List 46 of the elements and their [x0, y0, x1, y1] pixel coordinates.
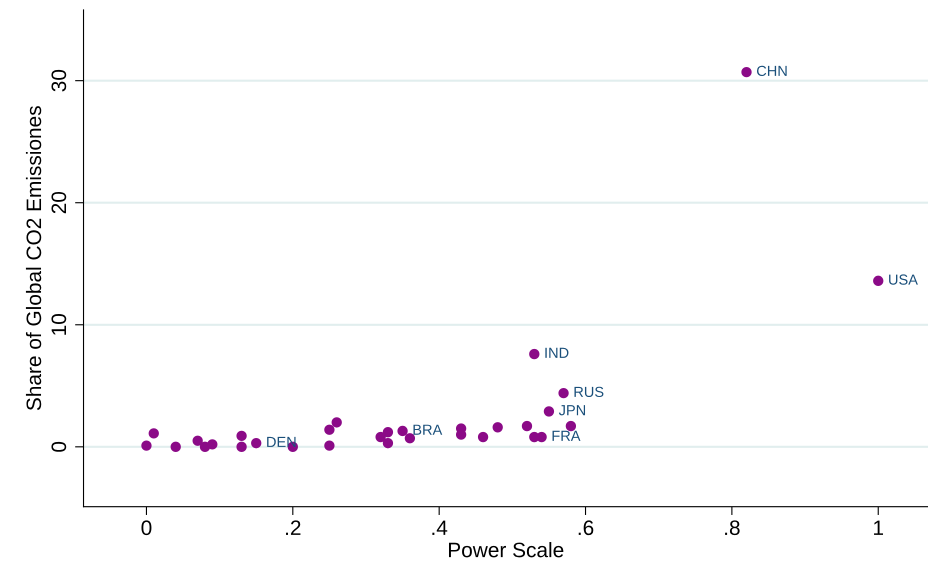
data-label: IND: [545, 348, 568, 358]
point: [522, 420, 532, 432]
point: [544, 406, 554, 417]
point: [397, 426, 408, 436]
data-label: JPN: [558, 405, 586, 416]
y-tick-label: 30: [51, 70, 66, 92]
point: [382, 438, 394, 448]
data-label: BRA: [413, 424, 442, 435]
point: [141, 440, 152, 451]
y-tick-label: 0: [51, 442, 66, 452]
point: [324, 440, 335, 451]
point: [192, 436, 203, 446]
point: [478, 432, 488, 442]
point: [492, 422, 503, 432]
x-tick-label: 1: [874, 520, 884, 535]
x-tick-label: .6: [578, 520, 594, 536]
point: [873, 276, 884, 286]
x-tick-label: .8: [725, 520, 740, 536]
x-axis-title: Power Scale: [448, 542, 564, 558]
point: [375, 432, 386, 442]
data-label: CHN: [756, 66, 787, 76]
x-tick-label: .4: [432, 520, 448, 535]
point: [558, 388, 569, 398]
data-label: FRA: [552, 430, 580, 441]
x-tick-label: 0: [141, 520, 152, 536]
point: [207, 439, 218, 450]
point: [332, 417, 342, 428]
point: [536, 432, 547, 442]
y-tick-label: 10: [51, 314, 66, 335]
data-label: DEN: [267, 436, 296, 447]
point: [404, 433, 416, 444]
point: [148, 428, 159, 439]
x-tick-label: .2: [286, 520, 300, 535]
point: [236, 442, 247, 452]
y-axis-title: Share of Global CO2 Emissiones: [26, 106, 42, 410]
point: [251, 438, 262, 448]
point: [170, 442, 181, 452]
point: [529, 348, 540, 360]
point: [324, 424, 335, 435]
point: [741, 66, 752, 78]
point: [236, 430, 247, 441]
point: [566, 420, 576, 432]
y-tick-label: 20: [51, 192, 66, 214]
data-label: USA: [889, 274, 918, 285]
point: [382, 427, 394, 438]
data-label: RUS: [574, 386, 604, 398]
